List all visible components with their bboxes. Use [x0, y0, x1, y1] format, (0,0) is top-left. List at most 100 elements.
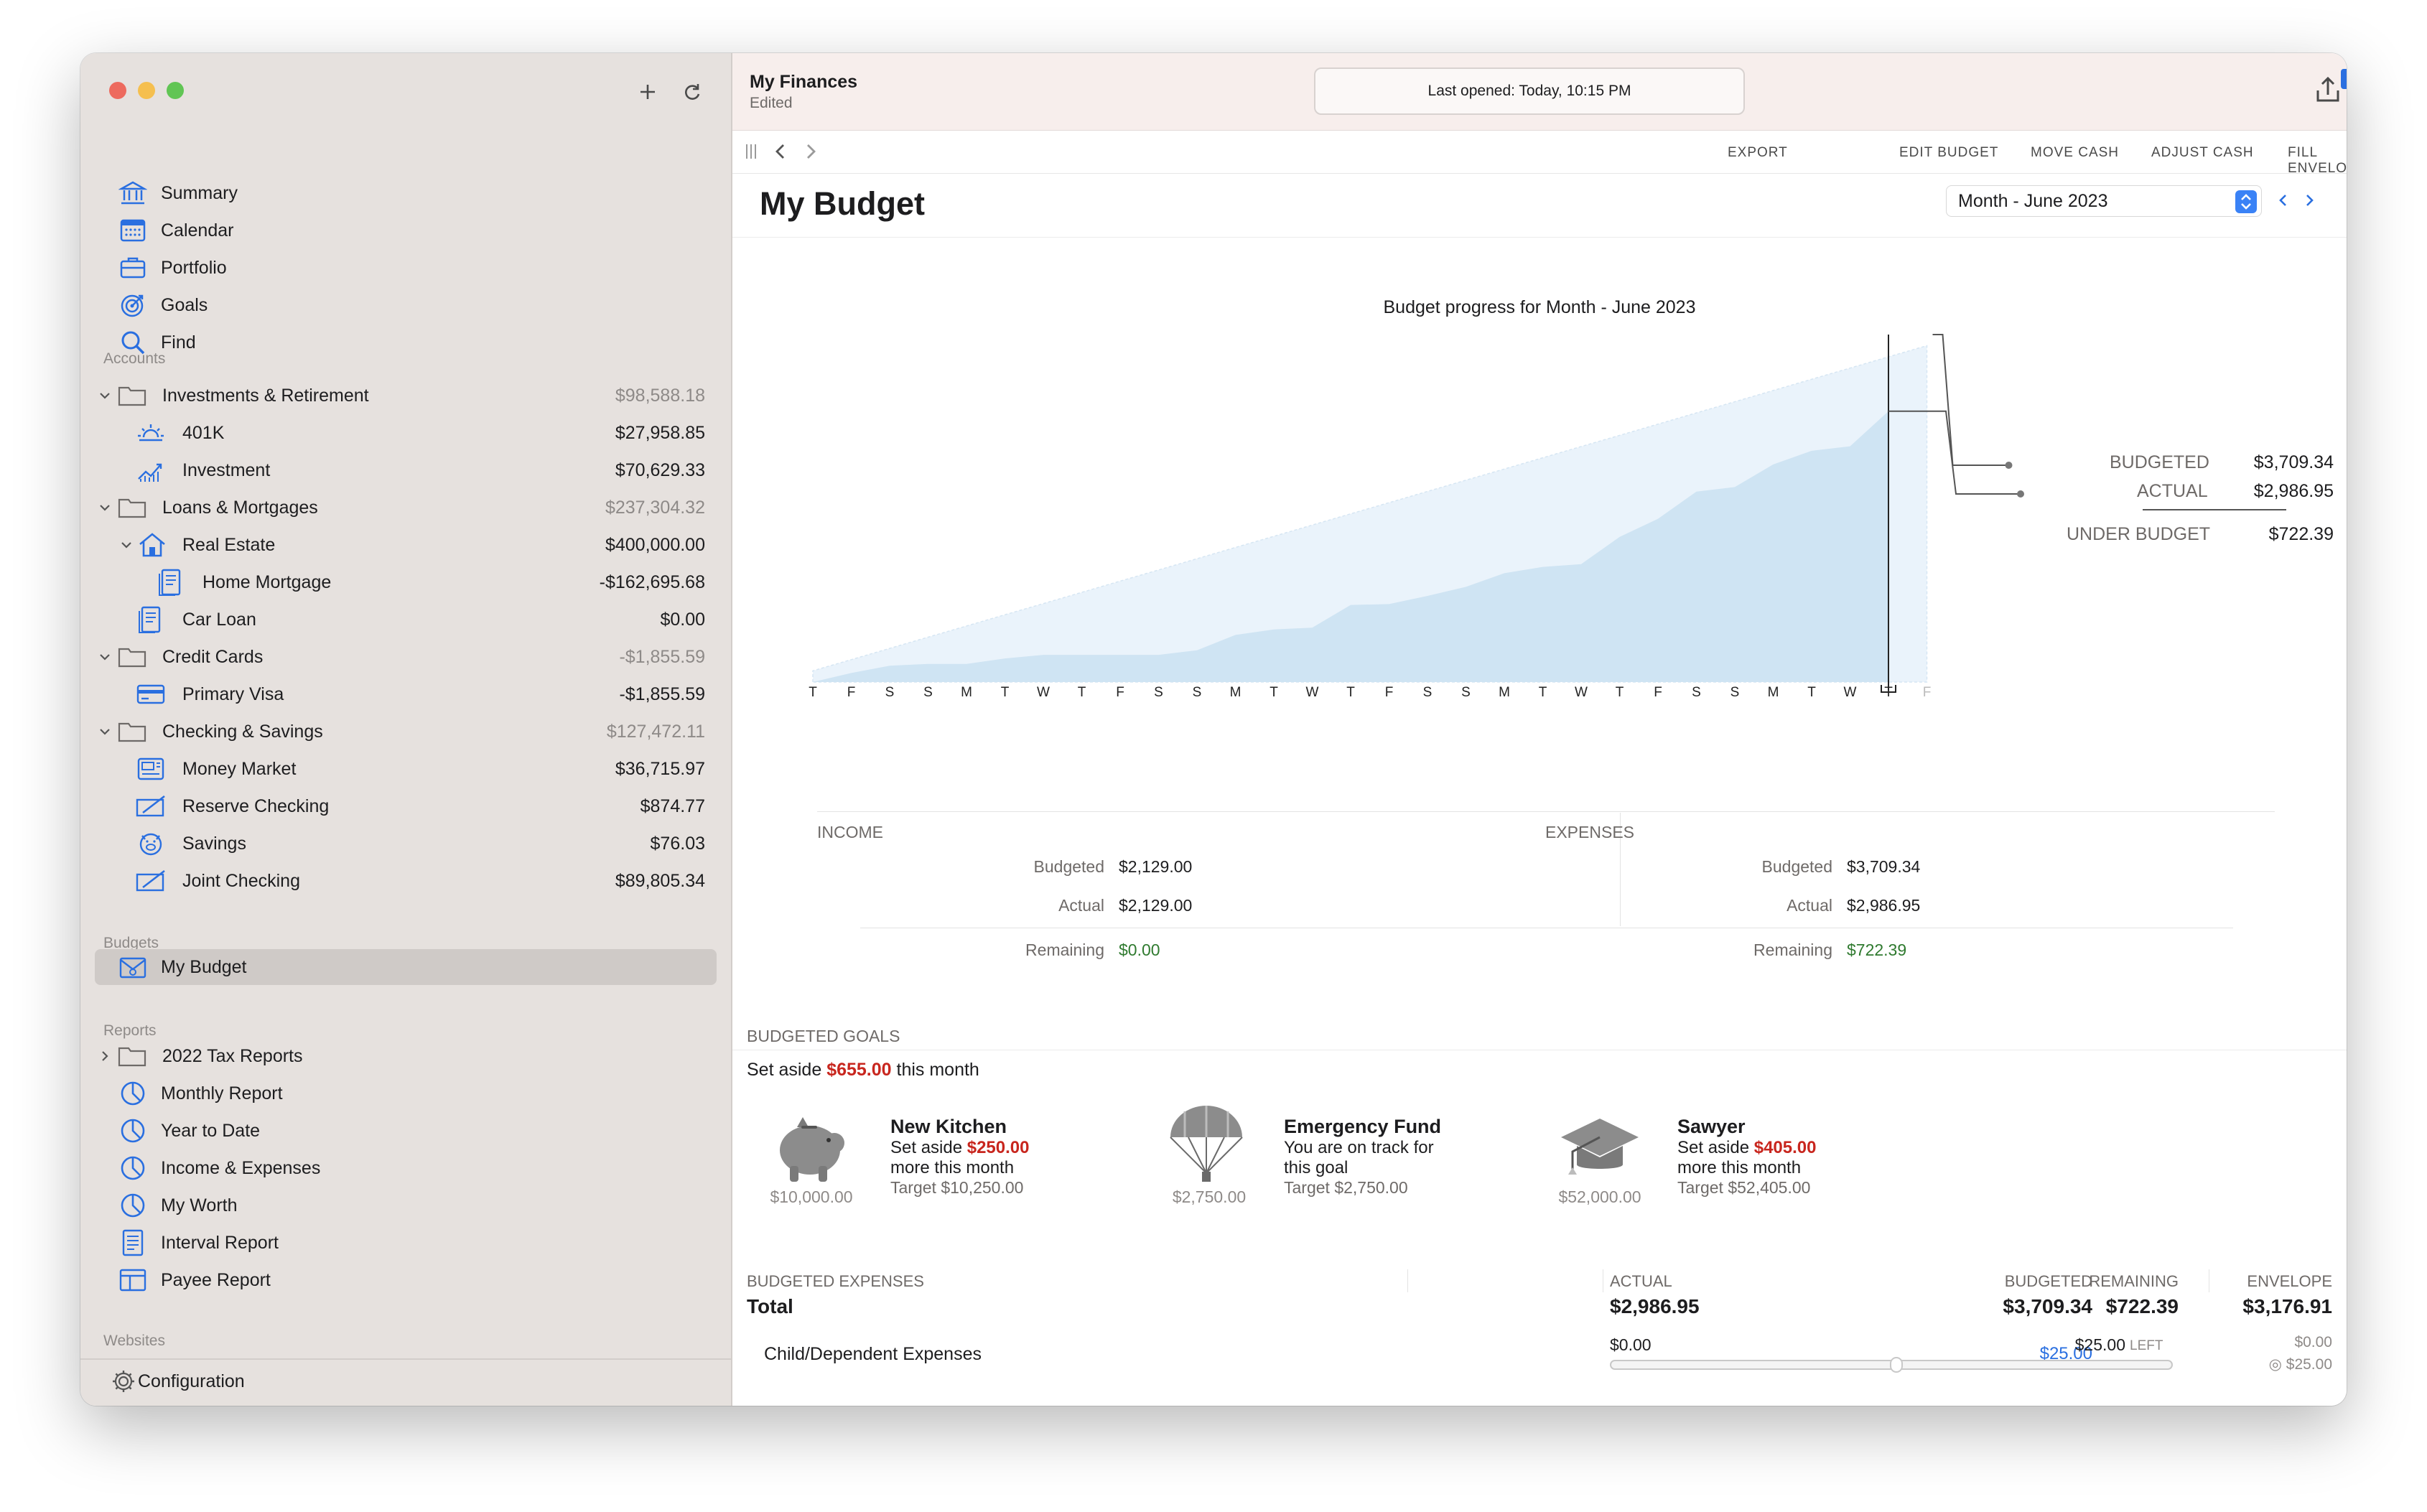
account-amount: $36,715.97: [615, 758, 705, 779]
budgeted-leader-dot: [2005, 462, 2013, 469]
row-envelope: $0.00: [2294, 1334, 2332, 1350]
goal-line1: You are on track for: [1284, 1138, 1434, 1157]
next-period-icon[interactable]: [2301, 190, 2322, 214]
income-actual-value: $2,129.00: [1119, 896, 1193, 915]
total-budgeted: $3,709.34: [2003, 1295, 2092, 1317]
x-tick-label: F: [1384, 685, 1394, 700]
account-reserve-checking[interactable]: Reserve Checking $874.77: [80, 788, 732, 824]
x-tick-label: T: [1270, 685, 1278, 700]
col-header-remaining[interactable]: REMAINING: [2089, 1272, 2179, 1290]
account-group-investments[interactable]: Investments & Retirement $98,588.18: [80, 378, 732, 414]
move-cash-button[interactable]: MOVE CASH: [2031, 145, 2120, 160]
forward-icon[interactable]: [801, 142, 821, 162]
folder-icon: [116, 641, 148, 673]
account-home-mortgage[interactable]: Home Mortgage -$162,695.68: [80, 564, 732, 600]
account-group-credit-cards[interactable]: Credit Cards -$1,855.59: [80, 639, 732, 675]
graduation-cap-icon: [1557, 1109, 1643, 1187]
nav-find[interactable]: Find: [116, 325, 196, 360]
fill-envelopes-button[interactable]: FILL ENVELOPES: [2288, 145, 2347, 176]
account-money-market[interactable]: Money Market $36,715.97: [80, 751, 732, 787]
parachute-icon: [1163, 1101, 1249, 1182]
progress-marker[interactable]: [1890, 1357, 1903, 1373]
goal-target: Target $2,750.00: [1284, 1178, 1408, 1197]
chevron-down-icon[interactable]: [96, 499, 113, 516]
account-401k[interactable]: 401K $27,958.85: [80, 415, 732, 451]
goal-sawyer[interactable]: Sawyer Set aside $405.00 more this month…: [1677, 1116, 1817, 1198]
nav-summary[interactable]: Summary: [116, 175, 238, 211]
nav-goals[interactable]: Goals: [116, 287, 208, 323]
gear-icon: [109, 1367, 138, 1396]
configuration-button[interactable]: Configuration: [109, 1367, 245, 1396]
col-header-budgeted[interactable]: BUDGETED: [2004, 1272, 2092, 1290]
period-select[interactable]: Month - June 2023: [1946, 185, 2262, 217]
zoom-window-button[interactable]: [167, 82, 184, 99]
nav-calendar[interactable]: Calendar: [116, 213, 233, 248]
nav-find-label: Find: [161, 332, 196, 353]
legend-budgeted-value: $3,709.34: [2253, 452, 2334, 472]
report-payee[interactable]: Payee Report: [116, 1262, 271, 1298]
chevron-down-icon[interactable]: [118, 536, 135, 554]
piggy-icon: [135, 828, 167, 859]
sidebar-toggle-icon[interactable]: [744, 142, 761, 162]
legend-budgeted-label: BUDGETED: [2110, 452, 2209, 472]
nav-calendar-label: Calendar: [161, 220, 234, 241]
expenses-budgeted-value: $3,709.34: [1847, 857, 1921, 876]
back-icon[interactable]: [771, 142, 791, 162]
report-income-expenses[interactable]: Income & Expenses: [116, 1150, 320, 1186]
account-name: Primary Visa: [182, 683, 284, 704]
account-group-checking-savings[interactable]: Checking & Savings $127,472.11: [80, 714, 732, 750]
goal-line1-amount: $405.00: [1753, 1138, 1817, 1157]
house-icon: [136, 529, 168, 561]
chevron-down-icon[interactable]: [96, 387, 113, 404]
chevron-right-icon[interactable]: [96, 1047, 113, 1065]
account-name: Reserve Checking: [182, 795, 330, 816]
report-group-2022-tax[interactable]: 2022 Tax Reports: [80, 1038, 732, 1074]
close-window-button[interactable]: [109, 82, 126, 99]
refresh-icon[interactable]: [678, 78, 707, 106]
report-interval[interactable]: Interval Report: [116, 1225, 279, 1261]
account-savings[interactable]: Savings $76.03: [80, 826, 732, 862]
account-group-loans[interactable]: Loans & Mortgages $237,304.32: [80, 490, 732, 526]
account-investment[interactable]: Investment $70,629.33: [80, 452, 732, 488]
report-monthly[interactable]: Monthly Report: [116, 1075, 283, 1111]
x-tick-label: S: [1692, 685, 1701, 700]
report-year-to-date[interactable]: Year to Date: [116, 1113, 260, 1149]
account-name: Real Estate: [182, 534, 276, 555]
account-primary-visa[interactable]: Primary Visa -$1,855.59: [80, 676, 732, 712]
x-tick-label: S: [1461, 685, 1471, 700]
share-icon[interactable]: [2312, 75, 2344, 106]
under-budget-value: $722.39: [2268, 524, 2334, 544]
export-button[interactable]: EXPORT: [1728, 145, 1788, 160]
x-tick-label: S: [923, 685, 933, 700]
x-tick-label: F: [1116, 685, 1124, 700]
account-car-loan[interactable]: Car Loan $0.00: [80, 602, 732, 638]
x-tick-label: S: [1422, 685, 1433, 700]
budgeted-leader-line: [1932, 334, 2008, 466]
nav-goals-label: Goals: [161, 294, 208, 315]
x-tick-label: W: [1843, 685, 1857, 700]
report-my-worth[interactable]: My Worth: [116, 1187, 238, 1223]
sunrise-icon: [135, 417, 167, 449]
minimize-window-button[interactable]: [138, 82, 155, 99]
bank-icon: [116, 177, 149, 210]
x-tick-label: S: [1154, 685, 1163, 700]
account-joint-checking[interactable]: Joint Checking $89,805.34: [80, 863, 732, 899]
chevron-down-icon[interactable]: [96, 648, 113, 666]
account-amount: $127,472.11: [606, 721, 705, 742]
nav-portfolio[interactable]: Portfolio: [116, 250, 227, 286]
table-row[interactable]: Child/Dependent Expenses $25.00 $0.00 $2…: [732, 1331, 2347, 1406]
budget-my-budget[interactable]: My Budget: [116, 949, 247, 985]
adjust-cash-button[interactable]: ADJUST CASH: [2151, 145, 2254, 160]
goal-emergency-fund[interactable]: Emergency Fund You are on track for this…: [1284, 1116, 1441, 1198]
col-header-actual[interactable]: ACTUAL: [1610, 1272, 1672, 1290]
target-icon: [116, 289, 149, 322]
edit-budget-button[interactable]: EDIT BUDGET: [1899, 145, 1999, 160]
income-budgeted-label: Budgeted: [1033, 857, 1104, 876]
last-opened-status: Last opened: Today, 10:15 PM: [1314, 67, 1745, 115]
chevron-down-icon[interactable]: [96, 723, 113, 740]
add-icon[interactable]: [633, 78, 662, 106]
previous-period-icon[interactable]: [2275, 190, 2296, 214]
col-header-envelope[interactable]: ENVELOPE: [2247, 1272, 2332, 1290]
goal-new-kitchen[interactable]: New Kitchen Set aside $250.00 more this …: [890, 1116, 1030, 1198]
account-real-estate[interactable]: Real Estate $400,000.00: [80, 527, 732, 563]
